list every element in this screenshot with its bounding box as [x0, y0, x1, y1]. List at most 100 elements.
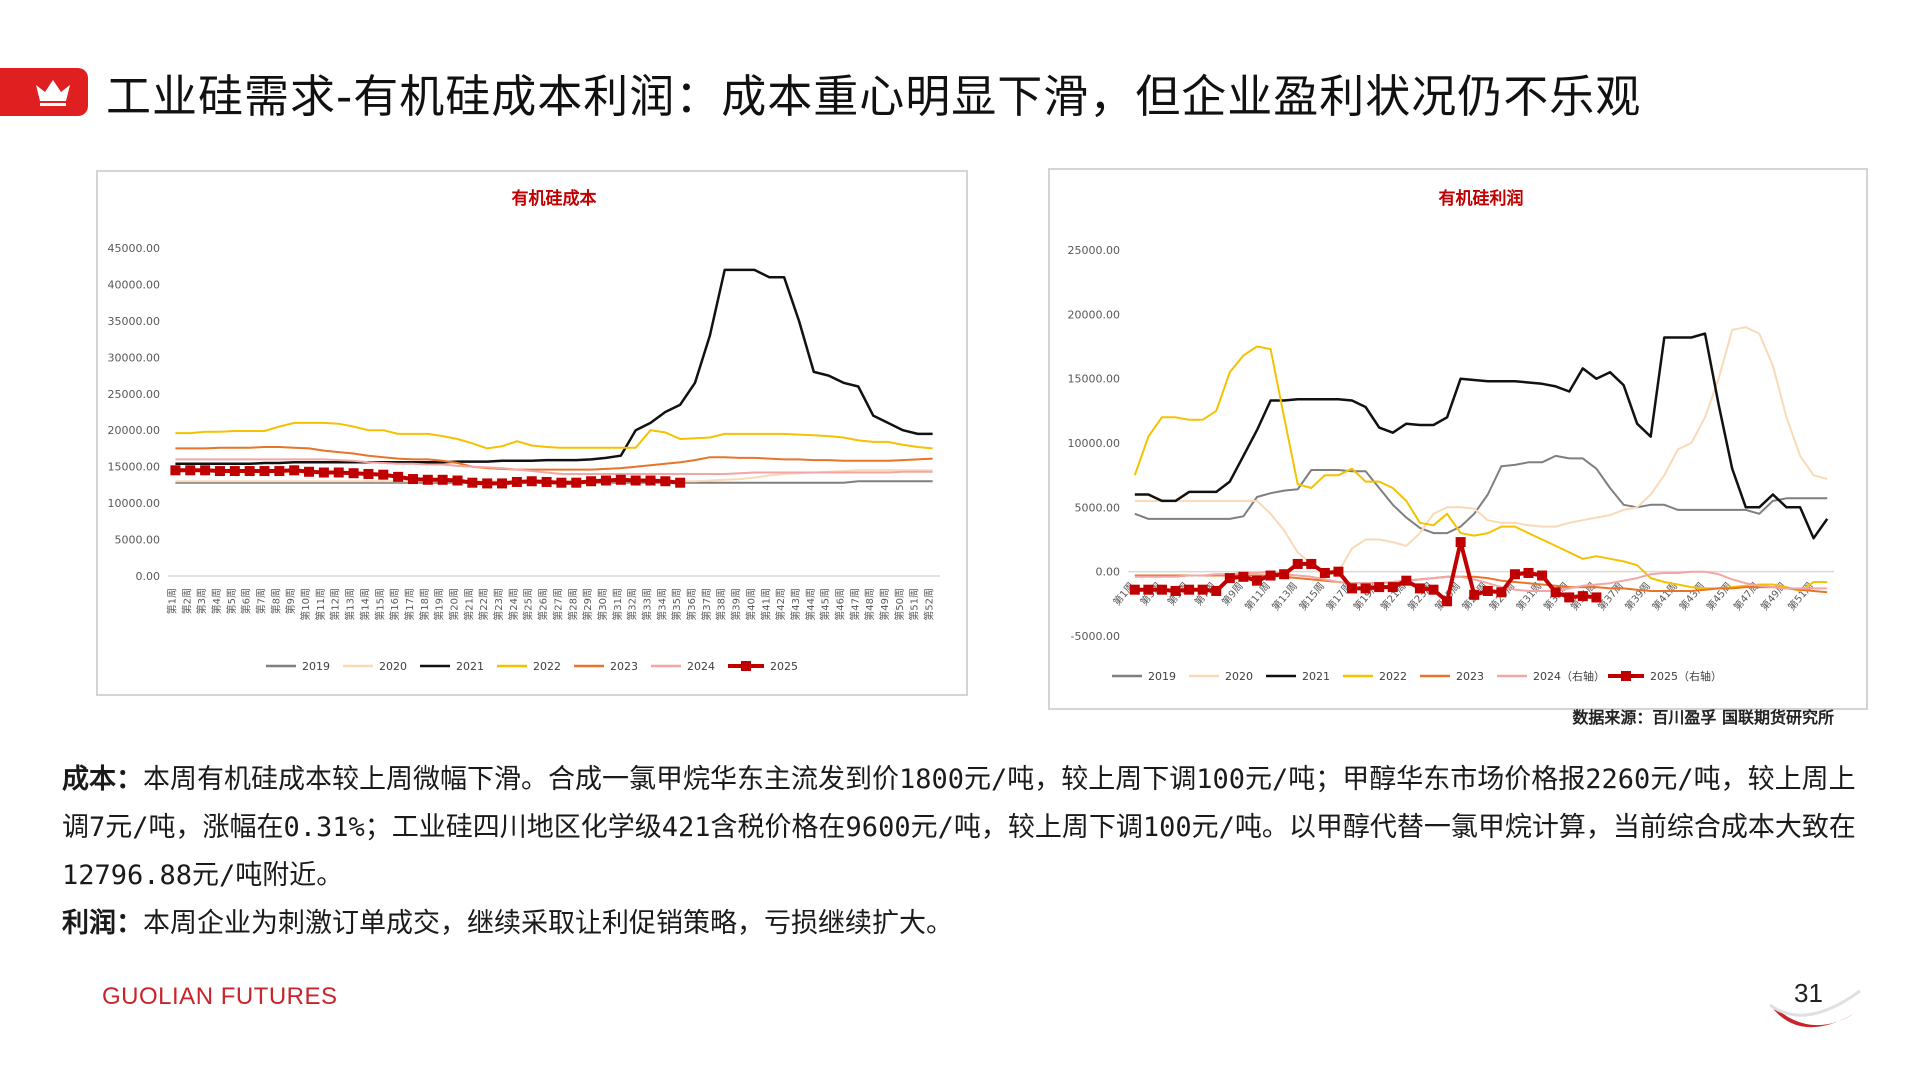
x-tick-label: 第38周	[715, 588, 728, 621]
y-tick-label: 40000.00	[108, 278, 161, 291]
y-tick-label: 5000.00	[115, 534, 161, 547]
x-tick-label: 第35周	[670, 588, 683, 621]
x-tick-label: 第19周	[433, 588, 446, 621]
series-point-2025（右轴）	[1414, 583, 1425, 594]
x-tick-label: 第17周	[403, 588, 416, 621]
y-tick-label: -5000.00	[1071, 630, 1120, 643]
series-point-2025（右轴）	[1251, 575, 1262, 586]
x-tick-label: 第5周	[225, 588, 238, 614]
x-tick-label: 第9周	[284, 588, 297, 614]
page-number: 31	[1794, 978, 1823, 1008]
series-point-2025	[437, 474, 448, 485]
x-tick-label: 第43周	[789, 588, 802, 621]
series-point-2025（右轴）	[1387, 582, 1398, 593]
series-point-2025（右轴）	[1279, 569, 1290, 580]
series-point-2025（右轴）	[1428, 584, 1439, 595]
series-point-2025（右轴）	[1550, 587, 1561, 598]
series-point-2025	[244, 466, 255, 477]
cost-text: 本周有机硅成本较上周微幅下滑。合成一氯甲烷华东主流发到价1800元/吨，较上周下…	[62, 764, 1856, 891]
series-line-2021	[175, 268, 933, 466]
body-text: 成本：本周有机硅成本较上周微幅下滑。合成一氯甲烷华东主流发到价1800元/吨，较…	[62, 756, 1882, 948]
x-tick-label: 第32周	[626, 588, 639, 621]
y-tick-label: 20000.00	[108, 424, 161, 437]
x-tick-label: 第40周	[744, 588, 757, 621]
series-line-2020	[1134, 326, 1828, 573]
series-line-2022	[175, 421, 933, 450]
x-tick-label: 第44周	[804, 588, 817, 621]
series-point-2025（右轴）	[1469, 589, 1480, 600]
series-point-2025	[541, 476, 552, 487]
x-tick-label: 第13周	[344, 588, 357, 621]
legend-label-2020: 2020	[379, 660, 407, 673]
x-tick-label: 第39周	[730, 588, 743, 621]
x-tick-label: 第11周	[314, 588, 327, 621]
chart-title: 有机硅成本	[512, 188, 597, 209]
y-tick-label: 5000.00	[1075, 501, 1121, 514]
x-tick-label: 第28周	[566, 588, 579, 621]
series-point-2025（右轴）	[1170, 585, 1181, 596]
series-point-2025（右轴）	[1509, 569, 1520, 580]
series-point-2025（右轴）	[1184, 584, 1195, 595]
source-note: 数据来源：百川盈孚 国联期货研究所	[1572, 708, 1834, 727]
x-tick-label: 第8周	[269, 588, 282, 614]
legend-label-2024（右轴）: 2024（右轴）	[1533, 669, 1605, 683]
x-tick-label: 第45周	[819, 588, 832, 621]
series-point-2025（右轴）	[1347, 583, 1358, 594]
legend-marker-2025（右轴）	[1621, 671, 1631, 681]
page-title: 工业硅需求-有机硅成本利润：成本重心明显下滑，但企业盈利状况仍不乐观	[106, 70, 1642, 123]
y-tick-label: 0.00	[136, 570, 161, 583]
x-tick-label: 第22周	[477, 588, 490, 621]
cost-chart: 有机硅成本 0.00 5000.00 10000.00 15000.00 20000.00…	[108, 188, 940, 673]
x-tick-label: 第6周	[240, 588, 253, 614]
legend-label-2019: 2019	[302, 660, 330, 673]
legend-marker-2025	[741, 661, 751, 671]
footer-logo: GUOLIAN FUTURES	[102, 983, 338, 1010]
x-tick-label: 第25周	[522, 588, 535, 621]
series-point-2025（右轴）	[1265, 570, 1276, 581]
series-point-2025	[571, 477, 582, 488]
legend-label-2024: 2024	[687, 660, 715, 673]
series-point-2025	[185, 465, 196, 476]
y-tick-label: 10000.00	[108, 497, 161, 510]
series-point-2025	[630, 475, 641, 486]
x-tick-label: 第31周	[611, 588, 624, 621]
profit-chart-panel: 有机硅利润 -5000.00 0.00 5000.00 10000.00 15000.00…	[1048, 168, 1868, 710]
series-line-2024	[175, 458, 933, 475]
x-tick-label: 第41周	[759, 588, 772, 621]
profit-label: 利润：	[62, 908, 143, 939]
series-point-2025（右轴）	[1482, 585, 1493, 596]
x-tick-label: 第47周	[848, 588, 861, 621]
crown-icon	[36, 80, 70, 106]
series-point-2025	[675, 477, 686, 488]
series-point-2025	[645, 475, 656, 486]
series-point-2025	[526, 476, 537, 487]
series-point-2025	[363, 468, 374, 479]
x-tick-label: 第23周	[492, 588, 505, 621]
series-point-2025（右轴）	[1333, 566, 1344, 577]
series-line-2023	[1134, 574, 1828, 594]
series-point-2025（右轴）	[1306, 558, 1317, 569]
series-point-2025	[556, 477, 567, 488]
series-point-2025（右轴）	[1224, 573, 1235, 584]
x-tick-label: 第15周	[1296, 580, 1327, 613]
series-point-2025	[586, 476, 597, 487]
x-tick-label: 第30周	[596, 588, 609, 621]
series-point-2025（右轴）	[1537, 570, 1548, 581]
x-tick-label: 第15周	[373, 588, 386, 621]
profit-text: 本周企业为刺激订单成交，继续采取让利促销策略，亏损继续扩大。	[143, 908, 953, 939]
series-point-2025（右轴）	[1211, 585, 1222, 596]
series-point-2025（右轴）	[1577, 591, 1588, 602]
x-tick-label: 第2周	[180, 588, 193, 614]
x-tick-label: 第36周	[685, 588, 698, 621]
series-point-2025	[333, 467, 344, 478]
series-point-2025（右轴）	[1455, 537, 1466, 548]
series-point-2025	[214, 466, 225, 477]
x-tick-label: 第37周	[700, 588, 713, 621]
x-tick-label: 第18周	[418, 588, 431, 621]
legend-label-2025: 2025	[770, 660, 798, 673]
series-point-2025	[600, 475, 611, 486]
series-point-2025（右轴）	[1374, 582, 1385, 593]
series-line-2024（右轴）	[1134, 570, 1828, 592]
y-tick-label: 45000.00	[108, 242, 161, 255]
y-tick-label: 25000.00	[1068, 244, 1121, 257]
